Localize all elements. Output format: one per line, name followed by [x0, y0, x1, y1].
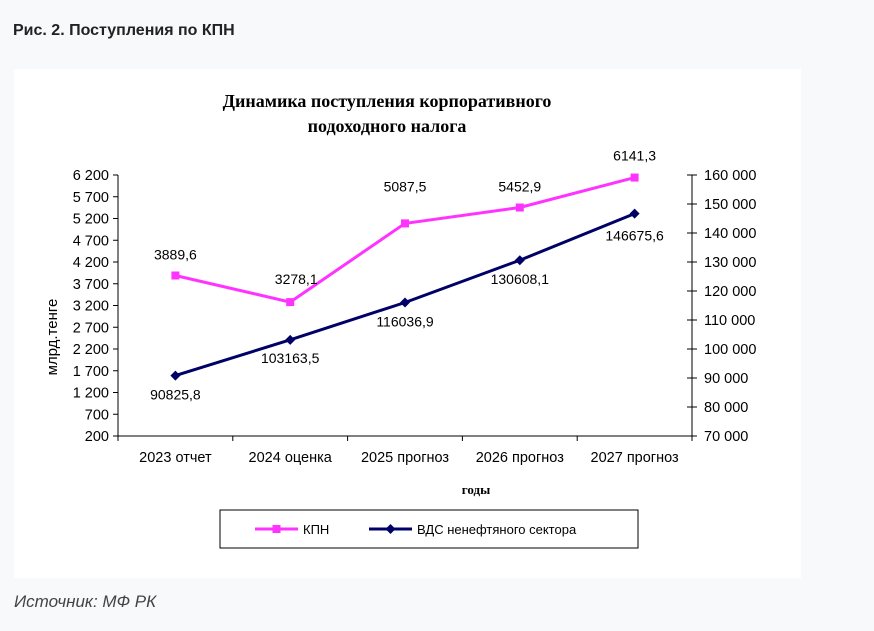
axes-group: 200 700 1 200 1 700 2 200 2 700 3 200 3 700 4 20… [73, 168, 757, 466]
x-axis-label: годы [462, 482, 490, 497]
y-left-tick-label: 200 [85, 429, 109, 445]
y-left-tick-label: 4 200 [73, 255, 109, 271]
data-point-kpn [515, 203, 524, 212]
y-left-tick-label: 3 200 [73, 299, 109, 315]
legend-label: ВДС ненефтяного сектора [417, 522, 577, 537]
chart-title-line1: Динамика поступления корпоративного [223, 91, 552, 111]
kpn-chart: Динамика поступления корпоративного подо… [44, 91, 757, 549]
data-label-kpn: 6141,3 [613, 148, 656, 164]
y-left-tick-label: 1 700 [73, 364, 109, 380]
y-right-tick-label: 130 000 [704, 255, 756, 271]
data-point-kpn [286, 298, 295, 307]
y-right-tick-label: 110 000 [704, 313, 755, 329]
data-label-kpn: 3278,1 [275, 271, 318, 287]
legend-marker-square [272, 525, 281, 533]
data-label-vds: 90825,8 [150, 387, 201, 403]
x-category-label: 2027 прогноз [591, 450, 679, 466]
data-label-vds: 103163,5 [261, 350, 320, 366]
y-left-tick-label: 5 200 [73, 212, 109, 228]
data-point-vds [514, 255, 525, 266]
y-left-tick-label: 2 200 [73, 342, 109, 358]
y-right-tick-label: 70 000 [704, 429, 748, 445]
y-left-tick-label: 4 700 [73, 233, 109, 249]
data-label-kpn: 5087,5 [384, 178, 427, 194]
figure-caption: Рис. 2. Поступления по КПН [13, 22, 235, 39]
data-label-vds: 130608,1 [491, 271, 550, 287]
series-layer: 3889,6 3278,1 5087,5 5452,9 6141,3 90825,8 103… [150, 148, 664, 403]
data-point-vds [170, 370, 181, 381]
chart-panel: Динамика поступления корпоративного подо… [14, 69, 801, 578]
y-left-tick-label: 2 700 [73, 320, 109, 336]
data-label-kpn: 3889,6 [154, 247, 197, 263]
data-point-kpn [171, 271, 180, 280]
y-right-tick-label: 80 000 [704, 400, 748, 416]
legend: КПН ВДС ненефтяного сектора [219, 509, 639, 549]
y-right-tick-label: 120 000 [704, 284, 756, 300]
x-category-label: 2026 прогноз [476, 450, 564, 466]
legend-marker-diamond [385, 524, 396, 534]
series-line-kpn [175, 176, 635, 304]
source-note: Источник: МФ РК [14, 592, 157, 611]
data-label-kpn: 5452,9 [498, 178, 541, 194]
y-right-tick-label: 100 000 [704, 342, 756, 358]
legend-label: КПН [303, 522, 329, 537]
x-category-label: 2024 оценка [249, 450, 333, 466]
series-line-vds [174, 212, 636, 378]
y-left-tick-label: 1 200 [73, 386, 109, 402]
chart-title-line2: подоходного налога [308, 116, 467, 136]
data-point-vds [285, 334, 296, 345]
data-point-vds [629, 208, 640, 219]
y-right-tick-label: 150 000 [704, 197, 756, 213]
data-point-vds [400, 297, 410, 308]
y-right-tick-label: 90 000 [704, 371, 748, 387]
y-left-tick-label: 3 700 [73, 277, 109, 293]
data-label-vds: 146675,6 [605, 228, 664, 244]
y-axis-left-label: млрд.тенге [44, 299, 61, 376]
y-right-tick-label: 160 000 [704, 168, 756, 184]
x-category-label: 2025 прогноз [361, 450, 449, 466]
data-point-kpn [630, 173, 639, 182]
y-left-tick-label: 6 200 [73, 168, 109, 184]
y-left-tick-label: 5 700 [73, 190, 109, 206]
y-left-tick-label: 700 [85, 407, 109, 423]
y-right-tick-label: 140 000 [704, 226, 756, 242]
data-label-vds: 116036,9 [376, 313, 434, 329]
data-point-kpn [401, 219, 409, 228]
x-category-label: 2023 отчет [139, 450, 212, 466]
